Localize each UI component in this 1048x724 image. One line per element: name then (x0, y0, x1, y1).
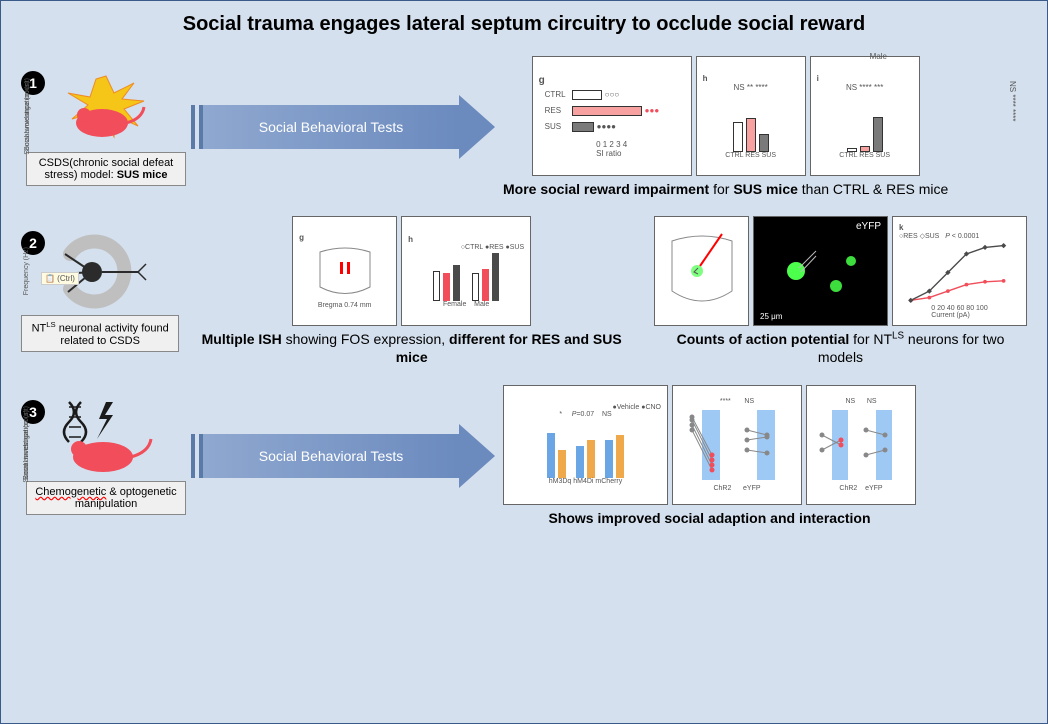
panel-3c: NS NS ChR2 eYFP Social avoidance (count) (806, 385, 916, 505)
result-2b: eYFP 25 μm k ○RES ◇SUS P < 0.0001 (654, 216, 1027, 366)
panel-2-brain (654, 216, 749, 326)
label-2: NTLS neuronal activity found related to … (21, 315, 179, 352)
arrow-3-label: Social Behavioral Tests (199, 434, 459, 478)
label-3: Chemogenetic & optogenetic manipulation (26, 481, 186, 515)
label-1: CSDS(chronic social defeat stress) model… (26, 152, 186, 186)
arrow-1: Social Behavioral Tests (199, 105, 495, 149)
caption-2a: Multiple ISH showing FOS expression, dif… (199, 330, 624, 366)
panel-3a: ●Vehicle ●CNO * P=0.07 NS hM3Dq hM4Di mC… (503, 385, 668, 505)
row-2: 2 NTLS neuronal activity found related t… (21, 216, 1027, 366)
panel-3b: **** NS ChR2 eYFP Social investigatio (672, 385, 802, 505)
result-3: ●Vehicle ●CNO * P=0.07 NS hM3Dq hM4Di mC… (503, 385, 916, 527)
panel-2h: h ○CTRL ●RES ●SUS Female Male 📋 (401, 216, 531, 326)
panel-1i: i NS **** *** CTRL RES SUS Social avoida… (810, 56, 920, 176)
result-2a: g Bregma 0.74 mm h ○CTRL ●RES ●SUS (199, 216, 624, 366)
result-1: g CTRL○○○ RES●●● SUS●●●● 0 1 2 3 4SI rat… (503, 56, 948, 198)
panel-2g: g Bregma 0.74 mm (292, 216, 397, 326)
mouse-dna-bolt-icon (46, 397, 166, 477)
left-col-1: CSDS(chronic social defeat stress) model… (21, 68, 191, 186)
caption-1: More social reward impairment for SUS mi… (503, 180, 948, 198)
arrow-1-label: Social Behavioral Tests (199, 105, 459, 149)
row-3: 3 Chemogenetic & optogenetic manipulatio… (21, 385, 1027, 527)
arrow-3: Social Behavioral Tests (199, 434, 495, 478)
row-1: 1 CSDS(chronic social defeat stress) mod… (21, 56, 1027, 198)
left-col-2: NTLS neuronal activity found related to … (21, 231, 179, 352)
neuron-icon (40, 231, 160, 311)
caption-2b: Counts of action potential for NTLS neur… (654, 330, 1027, 366)
panel-1h: h NS ** **** CTRL RES SUS Social investi… (696, 56, 806, 176)
panel-1g: g CTRL○○○ RES●●● SUS●●●● 0 1 2 3 4SI rat… (532, 56, 692, 176)
caption-3: Shows improved social adaption and inter… (548, 509, 870, 527)
left-col-3: Chemogenetic & optogenetic manipulation (21, 397, 191, 515)
page-title: Social trauma engages lateral septum cir… (21, 13, 1027, 36)
panel-2k: k ○RES ◇SUS P < 0.0001 0 20 40 60 80 100… (892, 216, 1027, 326)
panel-2-eyfp: eYFP 25 μm (753, 216, 888, 326)
mouse-burst-icon (46, 68, 166, 148)
